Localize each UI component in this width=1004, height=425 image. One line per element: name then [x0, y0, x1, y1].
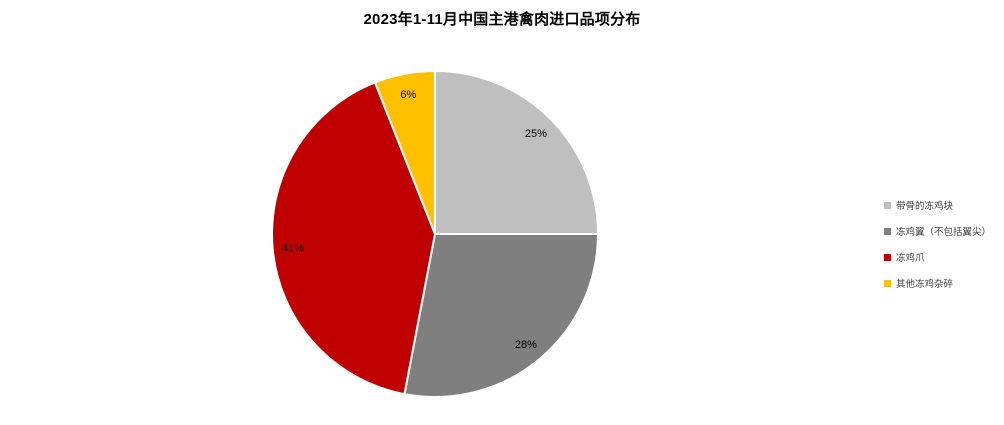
legend: 带骨的冻鸡块 冻鸡翼（不包括翼尖） 冻鸡爪 其他冻鸡杂碎 [884, 192, 991, 296]
pie-slice-1 [403, 233, 599, 398]
legend-label: 其他冻鸡杂碎 [896, 279, 954, 290]
pie-percent-label: 41% [282, 242, 304, 254]
legend-label: 冻鸡爪 [896, 253, 925, 264]
pie-slice-2 [271, 81, 436, 396]
legend-swatch [884, 201, 891, 209]
pie-slice-0 [434, 70, 599, 235]
legend-swatch [884, 279, 891, 287]
pie-percent-label: 25% [525, 128, 547, 140]
legend-item: 冻鸡翼（不包括翼尖） [884, 218, 991, 244]
chart-title: 2023年1-11月中国主港禽肉进口品项分布 [363, 11, 641, 28]
pie-slice-3 [374, 70, 436, 235]
pie-percent-label: 28% [515, 339, 537, 351]
legend-swatch [884, 253, 891, 261]
legend-item: 其他冻鸡杂碎 [884, 270, 991, 296]
legend-label: 冻鸡翼（不包括翼尖） [896, 227, 992, 238]
pie-percent-label: 6% [400, 89, 416, 101]
legend-swatch [884, 227, 891, 235]
legend-item: 冻鸡爪 [884, 244, 991, 270]
legend-item: 带骨的冻鸡块 [884, 192, 991, 218]
legend-label: 带骨的冻鸡块 [896, 201, 954, 212]
